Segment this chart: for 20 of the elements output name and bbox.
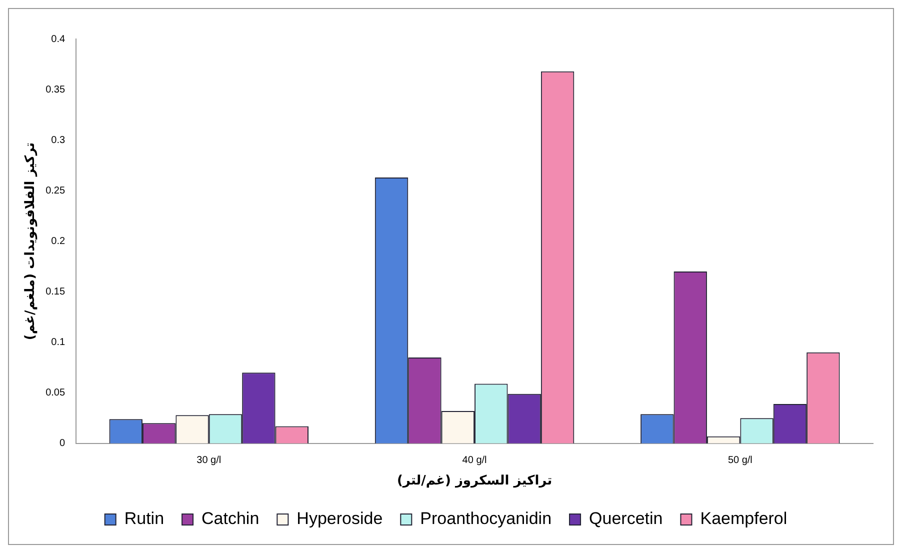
x-tick-label: 30 g/l bbox=[196, 455, 222, 466]
legend-label: Catchin bbox=[202, 509, 260, 528]
x-tick-label: 40 g/l bbox=[462, 455, 487, 466]
legend-label: Hyperoside bbox=[296, 509, 383, 528]
legend-label: Quercetin bbox=[589, 509, 663, 528]
y-tick-label: 0.1 bbox=[51, 337, 66, 348]
y-tick-label: 0.35 bbox=[46, 84, 66, 96]
y-tick-label: 0.05 bbox=[46, 388, 66, 399]
y-tick-label: 0.4 bbox=[51, 34, 66, 45]
y-tick-label: 0.3 bbox=[51, 134, 66, 146]
legend-label: Proanthocyanidin bbox=[420, 509, 552, 528]
y-tick-label: 0.15 bbox=[46, 286, 66, 298]
x-tick-label: 50 g/l bbox=[728, 455, 752, 466]
y-axis-title: تركيز الفلافونويدات (ملغم/غم) bbox=[23, 142, 38, 340]
legend-label: Kaempferol bbox=[700, 509, 788, 528]
y-tick-label: 0 bbox=[60, 438, 66, 450]
legend-label: Rutin bbox=[124, 509, 164, 528]
x-axis-title: تراكيز السكروز (غم/لتر) bbox=[396, 474, 552, 489]
y-tick-label: 0.2 bbox=[51, 236, 66, 247]
y-tick-label: 0.25 bbox=[46, 185, 66, 196]
